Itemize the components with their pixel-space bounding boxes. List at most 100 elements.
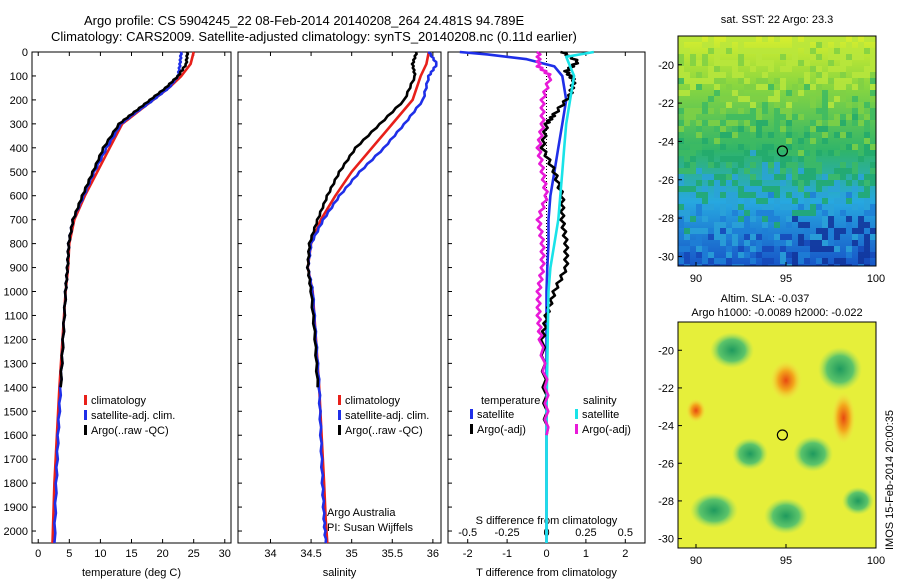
sst-cell: [720, 144, 726, 150]
sst-cell: [822, 72, 828, 78]
sst-cell: [738, 228, 744, 234]
sst-cell: [846, 144, 852, 150]
map-y-tick-label: -24: [658, 421, 674, 433]
sst-cell: [744, 60, 750, 66]
sst-cell: [864, 240, 870, 246]
sst-cell: [708, 174, 714, 180]
sst-cell: [714, 174, 720, 180]
sst-cell: [678, 174, 684, 180]
sst-cell: [852, 108, 858, 114]
sst-cell: [822, 240, 828, 246]
x-tick-label-temperature: 25: [188, 548, 200, 560]
sst-cell: [732, 96, 738, 102]
sst-cell: [810, 36, 816, 42]
map-x-tick-label: 90: [690, 273, 702, 285]
sst-cell: [756, 48, 762, 54]
sst-cell: [798, 252, 804, 258]
y-tick-label: 1300: [4, 358, 28, 370]
sst-cell: [846, 138, 852, 144]
sst-cell: [804, 168, 810, 174]
sst-cell: [750, 144, 756, 150]
sst-cell: [720, 156, 726, 162]
sst-cell: [864, 48, 870, 54]
y-tick-label: 900: [10, 263, 28, 275]
sst-cell: [774, 96, 780, 102]
sst-cell: [720, 60, 726, 66]
sst-cell: [774, 192, 780, 198]
sst-cell: [870, 114, 876, 120]
map-y-tick-label: -24: [658, 136, 674, 148]
sst-cell: [720, 132, 726, 138]
sst-cell: [678, 186, 684, 192]
sst-cell: [750, 138, 756, 144]
legend-swatch-red: [84, 395, 87, 405]
x-tick-label-salinity: 35.5: [382, 548, 403, 560]
sst-cell: [696, 36, 702, 42]
sst-cell: [846, 168, 852, 174]
sst-cell: [762, 36, 768, 42]
sst-cell: [720, 174, 726, 180]
sst-cell: [870, 150, 876, 156]
sst-cell: [834, 168, 840, 174]
sst-cell: [690, 156, 696, 162]
sst-cell: [804, 156, 810, 162]
y-tick-label: 1400: [4, 382, 28, 394]
sst-cell: [828, 120, 834, 126]
y-tick-label: 600: [10, 191, 28, 203]
sst-cell: [678, 108, 684, 114]
sst-cell: [756, 186, 762, 192]
sst-cell: [714, 186, 720, 192]
sst-cell: [678, 246, 684, 252]
sst-cell: [768, 156, 774, 162]
sst-cell: [732, 66, 738, 72]
sst-cell: [786, 240, 792, 246]
sst-cell: [858, 192, 864, 198]
sst-cell: [732, 198, 738, 204]
sst-cell: [792, 42, 798, 48]
sst-cell: [744, 84, 750, 90]
sst-cell: [840, 174, 846, 180]
sst-cell: [804, 252, 810, 258]
sst-cell: [744, 114, 750, 120]
sst-cell: [870, 168, 876, 174]
sst-cell: [834, 48, 840, 54]
sst-cell: [870, 252, 876, 258]
series-salinity-satellite: [545, 50, 595, 543]
sst-cell: [678, 258, 684, 264]
sst-cell: [798, 60, 804, 66]
x-tick-label-differences: 1: [583, 548, 589, 560]
sst-cell: [738, 108, 744, 114]
legend-swatch-blue: [470, 409, 473, 419]
sst-cell: [750, 114, 756, 120]
sst-cell: [696, 252, 702, 258]
x-axis-label-temperature: temperature (deg C): [82, 567, 181, 579]
sst-cell: [828, 222, 834, 228]
sst-cell: [840, 114, 846, 120]
sst-cell: [858, 174, 864, 180]
legend-label: climatology: [345, 395, 401, 407]
sst-cell: [684, 258, 690, 264]
sst-cell: [864, 264, 870, 266]
sst-cell: [738, 264, 744, 266]
sst-cell: [726, 60, 732, 66]
sst-cell: [858, 48, 864, 54]
sst-cell: [858, 102, 864, 108]
argo-location-marker: [776, 429, 789, 441]
sst-cell: [696, 60, 702, 66]
sst-cell: [738, 54, 744, 60]
sst-cell: [828, 36, 834, 42]
sla-frame: [677, 321, 877, 549]
sst-cell: [804, 138, 810, 144]
sst-cell: [750, 174, 756, 180]
sst-cell: [822, 96, 828, 102]
sst-cell: [804, 162, 810, 168]
sst-cell: [786, 156, 792, 162]
sst-cell: [846, 192, 852, 198]
sst-cell: [786, 162, 792, 168]
sst-cell: [810, 246, 816, 252]
sst-cell: [708, 162, 714, 168]
sst-cell: [780, 180, 786, 186]
sst-cell: [780, 66, 786, 72]
sst-cell: [780, 162, 786, 168]
sst-cell: [810, 204, 816, 210]
